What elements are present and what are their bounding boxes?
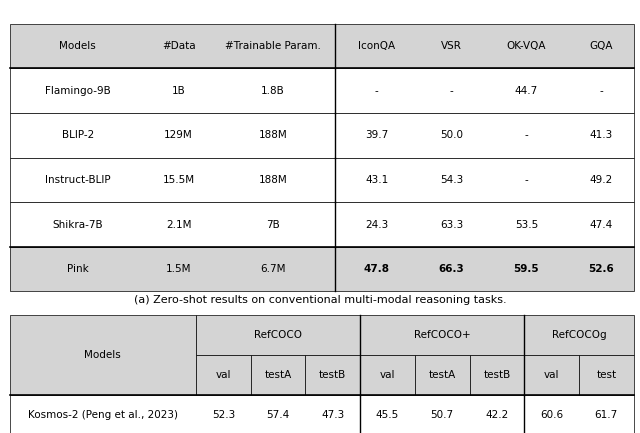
- Bar: [10, 24, 634, 68]
- Text: 50.0: 50.0: [440, 130, 463, 140]
- Text: -: -: [450, 86, 454, 96]
- Text: 45.5: 45.5: [376, 410, 399, 420]
- Text: 129M: 129M: [164, 130, 193, 140]
- Bar: [415, 355, 470, 395]
- Bar: [10, 202, 634, 247]
- Text: testA: testA: [429, 370, 456, 380]
- Text: 188M: 188M: [259, 175, 287, 185]
- Bar: [524, 315, 634, 355]
- Bar: [524, 355, 579, 395]
- Bar: [360, 355, 415, 395]
- Text: -: -: [599, 86, 603, 96]
- Text: GQA: GQA: [589, 41, 613, 51]
- Text: BLIP-2: BLIP-2: [61, 130, 94, 140]
- Text: 54.3: 54.3: [440, 175, 463, 185]
- Text: test: test: [596, 370, 616, 380]
- Text: RefCOCOg: RefCOCOg: [552, 330, 606, 340]
- Bar: [196, 315, 360, 355]
- Bar: [10, 68, 634, 113]
- Text: testB: testB: [483, 370, 511, 380]
- Text: 44.7: 44.7: [515, 86, 538, 96]
- Text: 1.5M: 1.5M: [166, 264, 191, 274]
- Text: Models: Models: [84, 350, 121, 360]
- Bar: [10, 158, 634, 202]
- Text: 188M: 188M: [259, 130, 287, 140]
- Text: 50.7: 50.7: [431, 410, 454, 420]
- Text: val: val: [544, 370, 559, 380]
- Text: 57.4: 57.4: [266, 410, 290, 420]
- Bar: [196, 355, 251, 395]
- Text: 52.6: 52.6: [588, 264, 614, 274]
- Text: VSR: VSR: [441, 41, 462, 51]
- Text: Kosmos-2 (Peng et al., 2023): Kosmos-2 (Peng et al., 2023): [28, 410, 178, 420]
- Text: 47.8: 47.8: [364, 264, 390, 274]
- Text: Shikra-7B: Shikra-7B: [52, 220, 103, 229]
- Text: 59.5: 59.5: [513, 264, 539, 274]
- Text: 63.3: 63.3: [440, 220, 463, 229]
- Text: 42.2: 42.2: [485, 410, 509, 420]
- Text: RefCOCO: RefCOCO: [254, 330, 302, 340]
- Text: 47.3: 47.3: [321, 410, 344, 420]
- Text: 66.3: 66.3: [439, 264, 465, 274]
- Text: 1B: 1B: [172, 86, 186, 96]
- Text: -: -: [524, 130, 528, 140]
- Bar: [10, 113, 634, 158]
- Bar: [579, 355, 634, 395]
- Text: IconQA: IconQA: [358, 41, 396, 51]
- Text: 39.7: 39.7: [365, 130, 388, 140]
- Text: 52.3: 52.3: [212, 410, 235, 420]
- Text: Flamingo-9B: Flamingo-9B: [45, 86, 111, 96]
- Text: Pink: Pink: [67, 264, 89, 274]
- Text: 41.3: 41.3: [589, 130, 612, 140]
- Bar: [10, 247, 634, 291]
- Text: Models: Models: [60, 41, 96, 51]
- Text: 53.5: 53.5: [515, 220, 538, 229]
- Text: RefCOCO+: RefCOCO+: [414, 330, 470, 340]
- Bar: [251, 355, 305, 395]
- Bar: [305, 355, 360, 395]
- Text: 1.8B: 1.8B: [261, 86, 285, 96]
- Text: 24.3: 24.3: [365, 220, 388, 229]
- Text: 2.1M: 2.1M: [166, 220, 191, 229]
- Text: 6.7M: 6.7M: [260, 264, 285, 274]
- Text: val: val: [216, 370, 231, 380]
- Text: 47.4: 47.4: [589, 220, 612, 229]
- Text: testB: testB: [319, 370, 346, 380]
- Text: 7B: 7B: [266, 220, 280, 229]
- Text: val: val: [380, 370, 396, 380]
- Bar: [470, 355, 524, 395]
- Bar: [360, 315, 524, 355]
- Text: 49.2: 49.2: [589, 175, 612, 185]
- Text: Instruct-BLIP: Instruct-BLIP: [45, 175, 111, 185]
- Bar: [10, 315, 196, 395]
- Text: #Data: #Data: [162, 41, 195, 51]
- Text: 15.5M: 15.5M: [163, 175, 195, 185]
- Text: 61.7: 61.7: [595, 410, 618, 420]
- Text: testA: testA: [264, 370, 292, 380]
- Text: (a) Zero-shot results on conventional multi-modal reasoning tasks.: (a) Zero-shot results on conventional mu…: [134, 295, 506, 305]
- Text: 60.6: 60.6: [540, 410, 563, 420]
- Text: #Trainable Param.: #Trainable Param.: [225, 41, 321, 51]
- Text: OK-VQA: OK-VQA: [507, 41, 546, 51]
- Bar: [10, 395, 634, 433]
- Text: -: -: [524, 175, 528, 185]
- Text: -: -: [375, 86, 379, 96]
- Text: 43.1: 43.1: [365, 175, 388, 185]
